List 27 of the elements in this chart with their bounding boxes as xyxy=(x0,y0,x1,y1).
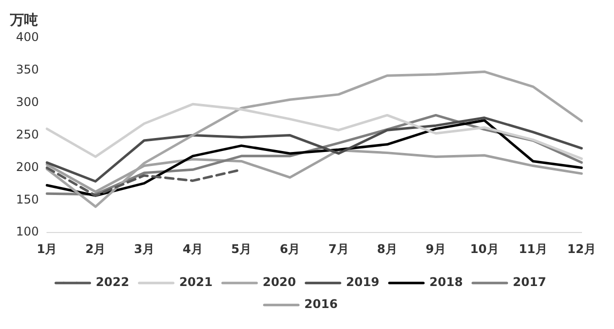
legend-label: 2017 xyxy=(512,275,546,290)
x-tick-label: 12月 xyxy=(567,242,596,256)
legend-label: 2016 xyxy=(304,297,338,312)
x-tick-label: 11月 xyxy=(518,242,548,256)
y-tick-label: 250 xyxy=(16,127,39,142)
y-tick-label: 300 xyxy=(16,94,39,109)
y-tick-label: 200 xyxy=(16,160,39,174)
legend-label: 2019 xyxy=(346,275,380,290)
x-tick-label: 7月 xyxy=(328,242,349,256)
x-tick-label: 6月 xyxy=(280,242,300,256)
y-tick-label: 150 xyxy=(16,192,39,206)
legend-label: 2022 xyxy=(96,275,130,290)
legend-label: 2021 xyxy=(179,275,213,290)
y-axis-title: 万吨 xyxy=(9,12,38,29)
x-tick-label: 8月 xyxy=(377,242,398,256)
x-tick-label: 9月 xyxy=(426,242,446,256)
x-tick-label: 5月 xyxy=(231,242,252,256)
x-tick-label: 10月 xyxy=(470,242,499,256)
x-tick-label: 1月 xyxy=(36,242,58,256)
y-tick-label: 400 xyxy=(16,30,39,44)
x-tick-label: 4月 xyxy=(182,242,203,256)
legend-label: 2018 xyxy=(429,275,463,290)
x-tick-label: 3月 xyxy=(134,242,154,256)
y-tick-label: 350 xyxy=(16,62,39,77)
y-tick-label: 100 xyxy=(16,224,39,239)
legend-label: 2020 xyxy=(262,275,296,290)
x-tick-label: 2月 xyxy=(85,242,106,256)
